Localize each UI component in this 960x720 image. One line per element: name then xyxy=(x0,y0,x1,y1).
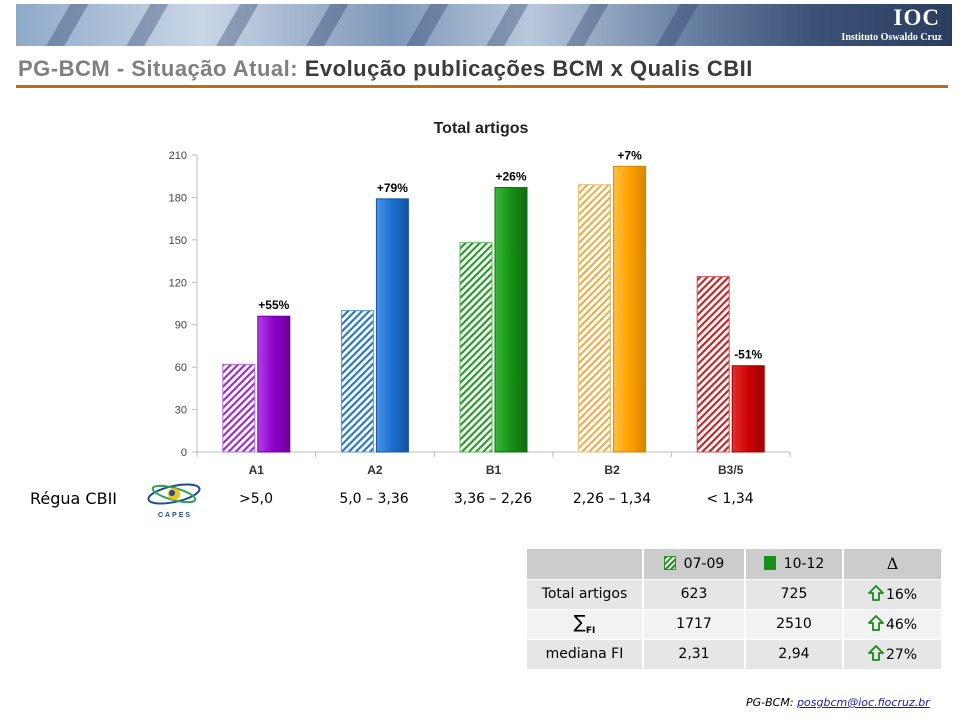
table-header-delta: Δ xyxy=(842,549,941,579)
y-tick-label: 30 xyxy=(175,405,187,417)
y-tick-label: 120 xyxy=(169,277,187,289)
header-banner: IOC Instituto Oswaldo Cruz xyxy=(16,4,952,46)
x-category-label: A1 xyxy=(249,463,265,477)
y-tick-label: 60 xyxy=(175,362,187,374)
slide-title: PG-BCM - Situação Atual: Evolução public… xyxy=(18,56,753,82)
footer-email-link[interactable]: posgbcm@ioc.fiocruz.br xyxy=(797,696,930,709)
bar-1012-1 xyxy=(375,198,409,453)
table-row: mediana FI 2,31 2,94 27% xyxy=(527,638,941,669)
bar-0709-1 xyxy=(340,310,374,453)
regua-value-b2: 2,26 – 1,34 xyxy=(572,491,652,507)
row-label: Total artigos xyxy=(527,578,643,609)
ioc-logo: IOC xyxy=(893,5,940,30)
footer: PG-BCM: posgbcm@ioc.fiocruz.br xyxy=(746,696,930,709)
title-divider xyxy=(16,85,948,88)
change-label: +7% xyxy=(617,148,642,162)
hatched-swatch-icon xyxy=(663,555,676,570)
title-prefix: PG-BCM - Situação Atual: xyxy=(18,56,299,81)
x-category-label: B2 xyxy=(604,463,620,477)
summary-table: 07-09 10-12 Δ Total artigos 623 725 16% … xyxy=(527,549,941,669)
y-tick-label: 180 xyxy=(169,192,187,204)
x-category-label: A2 xyxy=(367,463,383,477)
cell-0709: 1717 xyxy=(642,608,745,639)
cell-1012: 725 xyxy=(744,578,843,609)
bar-0709-4 xyxy=(696,276,730,453)
cell-1012: 2510 xyxy=(744,608,843,639)
table-row: Total artigos 623 725 16% xyxy=(527,578,941,609)
cell-0709: 623 xyxy=(642,578,745,609)
bar-1012-4 xyxy=(731,365,765,453)
institution-name: Instituto Oswaldo Cruz xyxy=(841,32,942,43)
table-header-0709: 07-09 xyxy=(642,549,745,579)
row-label: mediana FI xyxy=(527,638,643,669)
change-label: +55% xyxy=(258,298,289,312)
capes-logo: CAPES xyxy=(147,483,201,519)
x-category-label: B1 xyxy=(486,463,502,477)
chart-title: Total artigos xyxy=(434,120,529,137)
bar-1012-3 xyxy=(613,165,647,453)
bar-1012-0 xyxy=(257,315,291,453)
cell-delta: 46% xyxy=(842,608,941,639)
bar-0709-0 xyxy=(222,363,256,453)
regua-value-a1: >5,0 xyxy=(239,491,273,507)
table-row: ∑FI 1717 2510 46% xyxy=(527,608,941,639)
change-label: -51% xyxy=(734,348,762,362)
bar-chart: Total artigos 0 30 60 90 120 150 180 210 A1 +55%… xyxy=(169,120,791,477)
table-header-row: 07-09 10-12 Δ xyxy=(527,549,941,579)
up-arrow-icon xyxy=(868,645,884,662)
bar-0709-2 xyxy=(459,242,493,453)
regua-value-b3-5: < 1,34 xyxy=(706,491,754,507)
solid-swatch-icon xyxy=(763,555,776,570)
regua-label: Régua CBII xyxy=(30,489,118,508)
bar-1012-2 xyxy=(494,187,528,453)
x-category-label: B3/5 xyxy=(718,463,744,477)
regua-value-a2: 5,0 – 3,36 xyxy=(339,491,409,507)
cell-delta: 16% xyxy=(842,578,941,609)
y-tick-label: 150 xyxy=(169,235,187,247)
change-label: +26% xyxy=(495,170,526,184)
bar-0709-3 xyxy=(578,184,612,453)
footer-label: PG-BCM: xyxy=(746,696,794,709)
cell-0709: 2,31 xyxy=(642,638,745,669)
cell-1012: 2,94 xyxy=(744,638,843,669)
up-arrow-icon xyxy=(868,615,884,631)
y-tick-label: 90 xyxy=(175,320,187,332)
table-header-1012: 10-12 xyxy=(744,549,843,579)
row-label: ∑FI xyxy=(527,608,643,639)
up-arrow-icon xyxy=(868,585,884,601)
y-tick-label: 0 xyxy=(181,447,187,459)
table-header-empty xyxy=(527,549,643,579)
regua-value-b1: 3,36 – 2,26 xyxy=(453,491,533,507)
change-label: +79% xyxy=(377,181,408,195)
cell-delta: 27% xyxy=(842,638,941,669)
svg-text:CAPES: CAPES xyxy=(158,512,192,519)
title-main: Evolução publicações BCM x Qualis CBII xyxy=(304,56,753,81)
y-tick-label: 210 xyxy=(169,150,187,162)
